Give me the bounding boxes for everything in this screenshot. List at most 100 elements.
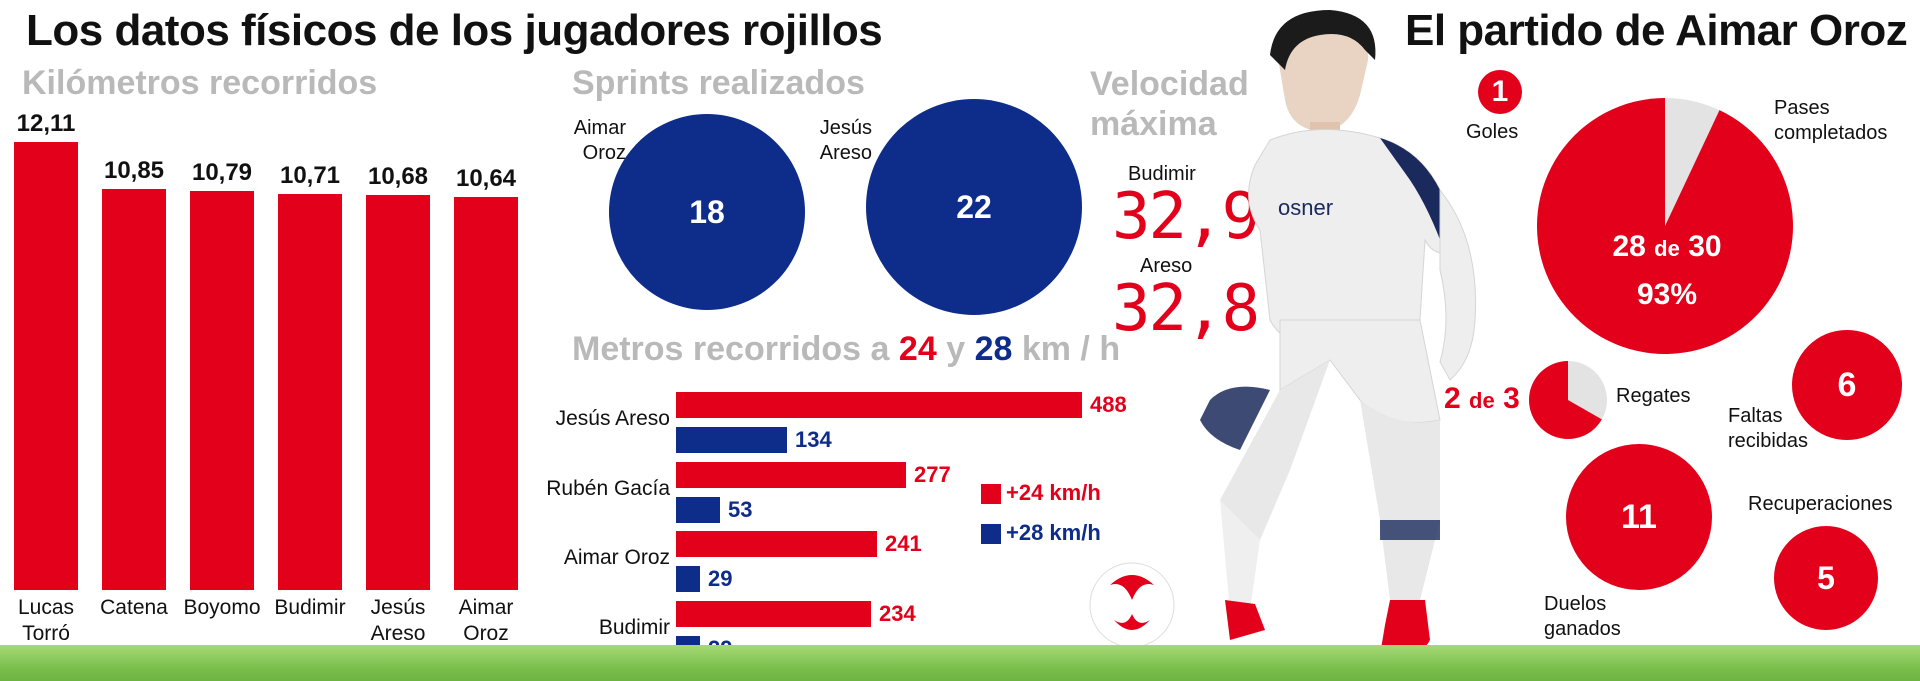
km-bar-areso: [366, 195, 430, 590]
km-player-name-line2: Oroz: [463, 622, 509, 645]
velocity-title: Velocidad máxima: [1090, 64, 1249, 144]
right-title: El partido de Aimar Oroz: [1405, 6, 1908, 55]
meters-title-28: 28: [974, 330, 1013, 368]
km-player-name-line1: Budimir: [274, 596, 346, 619]
sprint-player-label: Aimar Oroz: [562, 116, 626, 166]
sprint-circle-areso: 22: [866, 99, 1082, 315]
km-bar-oroz: [454, 197, 518, 590]
meters-title-and: y: [946, 330, 966, 368]
meters-player-name: Aimar Oroz: [563, 546, 670, 569]
sprint-player-name-line2: Areso: [819, 142, 872, 164]
dribbles-pie: [1529, 361, 1607, 439]
meters-bar-24: [676, 531, 877, 557]
dribbles-total: 3: [1503, 382, 1520, 415]
meters-title-unit: km / h: [1021, 330, 1121, 368]
km-player-name: Lucas Torró: [0, 595, 92, 647]
fouls-label: Faltas recibidas: [1728, 404, 1808, 454]
meters-value-24: 277: [914, 462, 951, 487]
sprint-player-name-line1: Aimar: [573, 117, 626, 139]
km-value-label: 10,71: [279, 162, 341, 189]
dribbles-label: Regates: [1616, 385, 1691, 407]
recoveries-label: Recuperaciones: [1748, 493, 1893, 515]
sprint-player-name-line2: Oroz: [582, 142, 626, 164]
meters-bar-28: [676, 427, 787, 453]
km-section-title: Kilómetros recorridos: [22, 64, 378, 102]
meters-title-24: 24: [898, 330, 937, 368]
km-bar-catena: [102, 189, 166, 590]
km-player-name-line1: Jesús: [370, 596, 426, 619]
legend-24-swatch: [981, 484, 1001, 504]
player-illustration: osner: [1089, 10, 1477, 656]
goals-label: Goles: [1466, 121, 1519, 143]
meters-title-prefix: Metros recorridos a: [572, 330, 890, 368]
passes-value: 28 de 30: [1608, 230, 1726, 264]
km-value-label: 10,68: [367, 163, 429, 190]
fouls-label-line2: recibidas: [1728, 430, 1809, 452]
fouls-circle: 6: [1792, 330, 1902, 440]
passes-pct: 93%: [1636, 278, 1698, 311]
km-bar-torro: [14, 142, 78, 590]
meters-title: Metros recorridos a 24 y 28 km / h: [572, 330, 1120, 369]
duels-label-line2: ganados: [1544, 618, 1621, 640]
fouls-label-line1: Faltas: [1728, 405, 1783, 427]
km-player-name-line1: Boyomo: [183, 596, 261, 619]
km-player-name-line1: Aimar: [458, 596, 514, 619]
passes-total: 30: [1688, 230, 1722, 263]
goals-circle: 1: [1478, 70, 1522, 114]
sprint-circle-oroz: 18: [609, 114, 805, 310]
km-bar-boyomo: [190, 191, 254, 590]
legend-28-swatch: [981, 524, 1001, 544]
meters-bar-28: [676, 497, 720, 523]
meters-bar-24: [676, 462, 906, 488]
km-value-label: 12,11: [16, 110, 76, 137]
velocity-title-line2: máxima: [1090, 105, 1217, 143]
sprint-player-label: Jesús Areso: [812, 116, 872, 166]
duels-label-line1: Duelos: [1544, 593, 1607, 615]
dribbles-of: de: [1469, 388, 1495, 413]
velocity-player-name: Budimir: [1128, 163, 1196, 185]
km-value-label: 10,79: [191, 159, 253, 186]
velocity-player-name: Areso: [1140, 255, 1193, 277]
velocity-title-line1: Velocidad: [1090, 65, 1249, 103]
km-player-name-line1: Lucas: [17, 596, 75, 619]
passes-label-line2: completados: [1774, 122, 1888, 144]
sprints-title: Sprints realizados: [572, 64, 865, 102]
legend-28-label: +28 km/h: [1006, 520, 1101, 545]
km-player-name-line2: Torró: [22, 622, 70, 645]
meters-bar-24: [676, 601, 871, 627]
km-player-name: Boyomo: [176, 595, 268, 621]
main-title: Los datos físicos de los jugadores rojil…: [26, 6, 883, 55]
km-player-name-line1: Catena: [100, 596, 168, 619]
passes-pie-completed: [1537, 98, 1793, 354]
recoveries-circle: 5: [1774, 526, 1878, 630]
meters-bar-24: [676, 392, 1082, 418]
passes-label-line1: Pases: [1774, 97, 1830, 119]
passes-made: 28: [1612, 230, 1646, 263]
km-player-name: Jesús Areso: [352, 595, 444, 647]
meters-player-name: Budimir: [598, 616, 670, 639]
svg-text:osner: osner: [1278, 195, 1333, 220]
velocity-value: 32,8: [1112, 272, 1260, 346]
km-player-name: Aimar Oroz: [440, 595, 532, 647]
meters-value-28: 29: [708, 566, 733, 591]
dribbles-pie-completed: [1529, 361, 1602, 439]
passes-of: de: [1654, 236, 1680, 261]
grass-strip: [0, 645, 1920, 681]
velocity-value: 32,9: [1112, 180, 1260, 254]
meters-value-28: 53: [728, 497, 753, 522]
km-bar-budimir: [278, 194, 342, 590]
km-player-name: Catena: [88, 595, 180, 621]
km-player-name: Budimir: [264, 595, 356, 621]
meters-value-24: 241: [885, 531, 922, 556]
meters-value-28: 134: [795, 427, 832, 452]
passes-pie: [1537, 98, 1793, 354]
duels-label: Duelos ganados: [1544, 592, 1621, 642]
duels-circle: 11: [1566, 444, 1712, 590]
dribbles-made: 2: [1444, 382, 1461, 415]
meters-value-24: 234: [879, 601, 916, 626]
km-player-name-line2: Areso: [370, 622, 426, 645]
meters-bar-28: [676, 566, 700, 592]
dribbles-value: 2 de 3: [1444, 382, 1520, 416]
km-value-label: 10,85: [103, 157, 165, 184]
km-value-label: 10,64: [455, 165, 517, 192]
